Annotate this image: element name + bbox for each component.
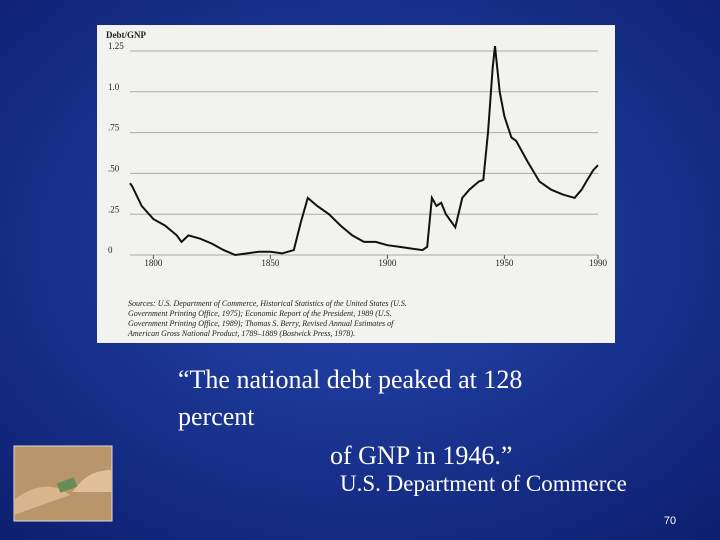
quote-line: “The national debt peaked at 128 [178,365,522,394]
y-tick-label: .50 [108,163,120,173]
x-tick-label: 1990 [589,258,608,268]
x-tick-label: 1950 [495,258,514,268]
chart: Debt/GNP 0 .25 .50 .75 1.0 1.25 1800 1850 1900 19… [106,30,608,338]
y-tick-label: .25 [108,204,120,214]
y-tick-label: .75 [108,123,120,133]
x-tick-label: 1800 [144,258,163,268]
page-number: 70 [664,515,676,527]
sources-line: American Gross National Product, 1789–18… [127,329,355,338]
quote-line: of GNP in 1946.” [330,441,512,470]
quote-line: percent [178,402,255,431]
y-axis-label: Debt/GNP [106,30,146,40]
x-tick-label: 1900 [378,258,397,268]
image-money [56,477,78,493]
sources-line: Government Printing Office, 1989); Thoma… [128,319,395,328]
sources-line: Sources: U.S. Department of Commerce, Hi… [128,299,407,308]
data-line [129,45,599,257]
chart-panel [97,25,615,343]
sources-line: Government Printing Office, 1975); Econo… [128,309,392,318]
image-hand [14,486,70,515]
y-tick-label: 0 [108,245,113,255]
image-hand [72,470,112,492]
x-tick-label: 1850 [261,258,280,268]
y-tick-label: 1.0 [108,82,120,92]
y-tick-label: 1.25 [108,41,124,51]
decorative-image [13,445,113,522]
attribution: U.S. Department of Commerce [340,471,627,496]
